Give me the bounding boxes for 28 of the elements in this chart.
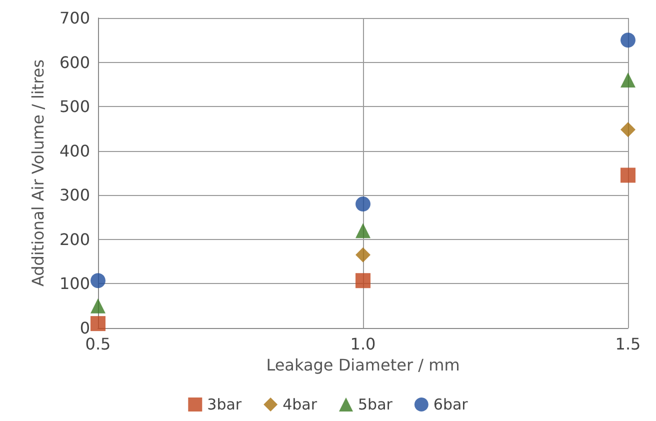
point [90,298,106,314]
point [90,316,106,332]
x-axis-title: Leakage Diameter / mm [266,355,460,374]
point [356,196,370,212]
legend-label: 6bar [433,396,469,414]
y-tick-label: 300 [59,186,90,205]
legend-label: 3bar [207,396,242,414]
point [356,223,370,238]
y-tick-label: 0 [80,318,90,338]
point [620,168,636,183]
y-tick-label: 100 [59,274,90,294]
y-tick-label: 500 [59,97,90,116]
point [620,72,636,88]
x-tick-label: 1.0 [350,334,376,354]
y-tick-label: 700 [59,8,90,28]
point [90,273,106,288]
y-axis-title: Additional Air Volume / litres [28,59,48,287]
y-tick-label: 200 [59,230,90,249]
legend-label: 5bar [358,396,394,414]
legend-label: 4bar [282,396,318,414]
x-tick-label: 1.5 [615,334,641,354]
point [620,32,636,48]
y-tick-label: 400 [59,141,90,160]
point [356,247,370,262]
y-tick-label: 600 [59,52,90,72]
point [620,122,636,138]
x-tick-label: 0.5 [85,334,111,354]
point [356,273,370,288]
